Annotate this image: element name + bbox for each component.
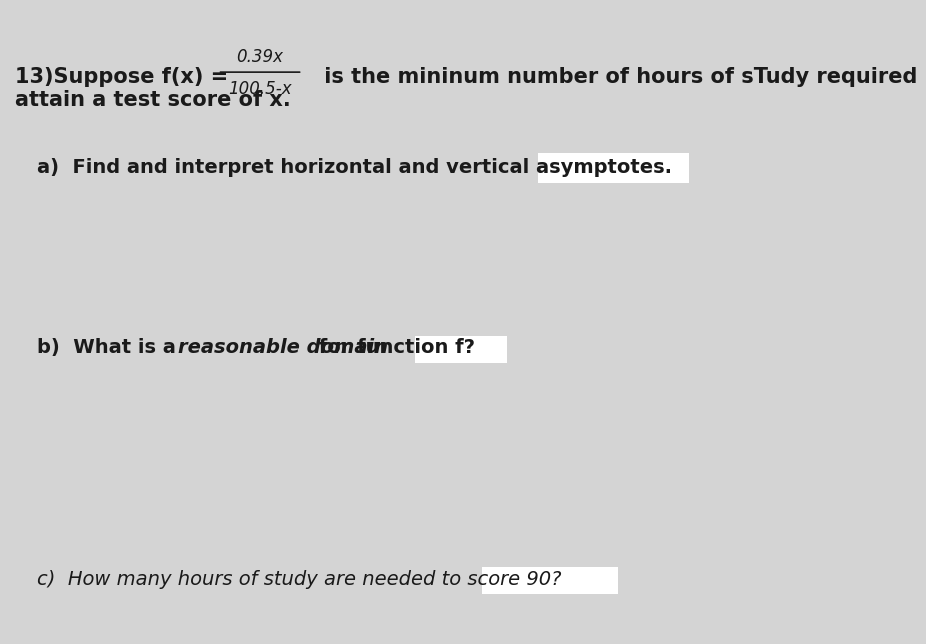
FancyBboxPatch shape xyxy=(482,567,618,594)
Text: for function f?: for function f? xyxy=(312,338,475,357)
Text: c)  How many hours of study are needed to score 90?: c) How many hours of study are needed to… xyxy=(37,570,561,589)
Text: 100.5-x: 100.5-x xyxy=(228,80,292,98)
Text: reasonable domain: reasonable domain xyxy=(178,338,388,357)
Text: a)  Find and interpret horizontal and vertical asymptotes.: a) Find and interpret horizontal and ver… xyxy=(37,158,671,177)
Text: attain a test score of x.: attain a test score of x. xyxy=(15,90,291,110)
FancyBboxPatch shape xyxy=(416,336,507,363)
Text: 0.39x: 0.39x xyxy=(236,48,283,66)
Text: 13)Suppose f(x) =: 13)Suppose f(x) = xyxy=(15,67,228,88)
FancyBboxPatch shape xyxy=(538,153,689,183)
Text: is the mininum number of hours of sTudy required: is the mininum number of hours of sTudy … xyxy=(318,67,918,88)
Text: b)  What is a: b) What is a xyxy=(37,338,182,357)
